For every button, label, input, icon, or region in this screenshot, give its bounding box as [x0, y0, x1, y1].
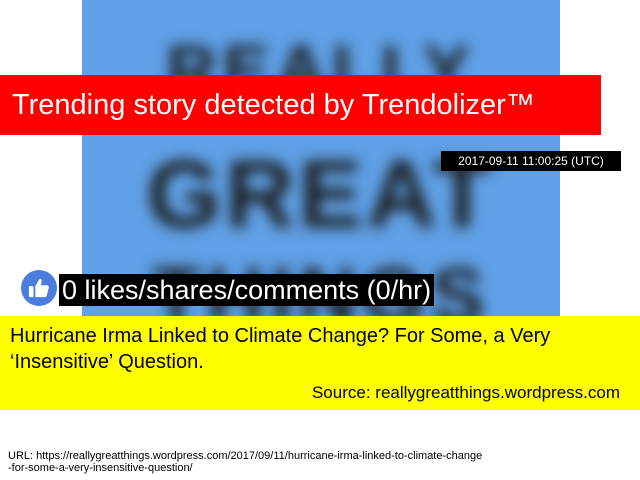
article-url[interactable]: URL: https://reallygreatthings.wordpress… — [8, 450, 568, 474]
thumbs-up-icon — [21, 270, 57, 306]
article-info-panel: Hurricane Irma Linked to Climate Change?… — [0, 316, 640, 410]
timestamp-label: 2017-09-11 11:00:25 (UTC) — [441, 151, 621, 171]
trending-banner: Trending story detected by Trendolizer™ — [0, 75, 601, 135]
article-url-line-2: -for-some-a-very-insensitive-question/ — [8, 462, 193, 474]
article-title[interactable]: Hurricane Irma Linked to Climate Change?… — [10, 325, 551, 373]
likes-shares-counter: 0 likes/shares/comments (0/hr) — [59, 274, 435, 306]
preview-text-line-2: GREAT — [146, 141, 496, 248]
article-source: Source: reallygreatthings.wordpress.com — [311, 383, 620, 402]
article-url-line-1: URL: https://reallygreatthings.wordpress… — [8, 450, 483, 462]
